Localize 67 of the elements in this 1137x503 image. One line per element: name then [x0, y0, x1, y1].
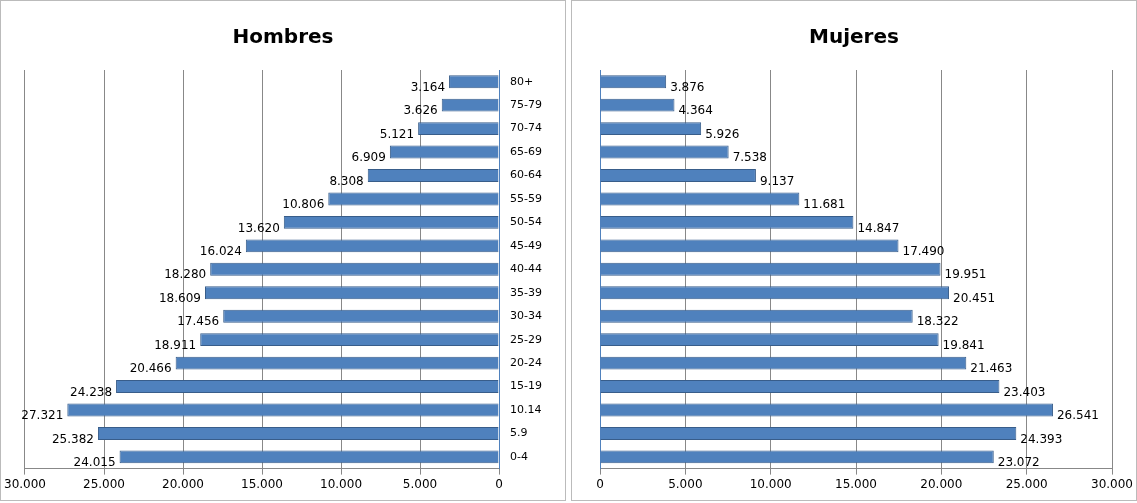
x-tick-label: 20.000 — [162, 476, 205, 491]
chart-title: Hombres — [232, 24, 334, 49]
data-label: 5.926 — [705, 126, 740, 141]
data-label: 23.403 — [1003, 384, 1046, 399]
data-label: 20.451 — [953, 290, 996, 305]
x-tick-label: 30.000 — [3, 476, 46, 491]
data-label: 24.393 — [1020, 431, 1063, 446]
data-label: 3.626 — [403, 103, 438, 118]
x-tick-label: 15.000 — [835, 476, 877, 491]
data-label: 11.681 — [803, 197, 846, 212]
x-tick-label: 25.000 — [83, 476, 125, 491]
y-tick-label: 35-39 — [510, 285, 543, 299]
data-label: 27.321 — [21, 408, 64, 423]
data-label: 7.538 — [732, 150, 768, 165]
data-label: 14.847 — [857, 220, 900, 235]
data-label: 18.609 — [158, 290, 201, 305]
x-tick-label: 15.000 — [241, 476, 284, 491]
data-label: 16.024 — [199, 243, 242, 258]
y-tick-label: 70-74 — [510, 121, 543, 135]
data-label: 9.137 — [759, 173, 795, 188]
y-tick-label: 15-19 — [510, 379, 543, 393]
data-label: 4.364 — [678, 103, 713, 118]
data-label: 8.308 — [329, 173, 364, 188]
data-label: 5.121 — [379, 126, 415, 141]
x-tick-label: 10.000 — [320, 476, 363, 491]
x-tick-label: 30.000 — [1091, 476, 1134, 491]
data-label: 6.909 — [351, 150, 386, 165]
y-tick-label: 25-29 — [510, 332, 543, 346]
data-label: 3.876 — [670, 79, 705, 94]
y-tick-label: 10.14 — [510, 402, 542, 416]
data-label: 19.951 — [944, 267, 987, 282]
y-tick-label: 0-4 — [510, 449, 529, 463]
y-tick-label: 60-64 — [510, 168, 543, 182]
data-label: 13.620 — [237, 220, 280, 235]
data-label: 20.466 — [129, 361, 172, 376]
y-tick-label: 50-54 — [510, 215, 543, 229]
chart-title: Mujeres — [809, 24, 899, 49]
x-tick-label: 5.000 — [402, 476, 438, 491]
data-label: 18.322 — [916, 314, 959, 329]
y-tick-label: 80+ — [510, 74, 534, 88]
data-label: 10.806 — [282, 197, 325, 212]
data-label: 21.463 — [970, 361, 1013, 376]
data-label: 19.841 — [942, 337, 985, 352]
data-label: 24.238 — [70, 384, 113, 399]
data-label: 26.541 — [1056, 408, 1099, 423]
y-tick-label: 65-69 — [510, 144, 543, 158]
x-tick-label: 20.000 — [920, 476, 963, 491]
y-tick-label: 55-59 — [510, 191, 543, 205]
y-tick-label: 40-44 — [510, 262, 543, 276]
data-label: 3.164 — [410, 79, 446, 94]
x-tick-label: 5.000 — [668, 476, 703, 491]
x-tick-label: 25.000 — [1005, 476, 1048, 491]
data-label: 25.382 — [51, 431, 94, 446]
y-tick-label: 30-34 — [510, 309, 543, 323]
x-tick-label: 0 — [596, 476, 604, 491]
data-label: 24.015 — [73, 455, 116, 469]
x-tick-label: 0 — [495, 476, 503, 491]
data-label: 17.456 — [177, 314, 220, 329]
y-tick-label: 5.9 — [510, 426, 528, 440]
data-label: 17.490 — [902, 243, 945, 258]
y-tick-label: 20-24 — [510, 355, 543, 369]
data-label: 18.911 — [154, 337, 197, 352]
y-tick-label: 75-79 — [510, 98, 543, 112]
data-label: 23.072 — [997, 455, 1040, 469]
x-tick-label: 10.000 — [749, 476, 792, 491]
data-label: 18.280 — [164, 267, 207, 282]
y-tick-label: 45-49 — [510, 238, 543, 252]
